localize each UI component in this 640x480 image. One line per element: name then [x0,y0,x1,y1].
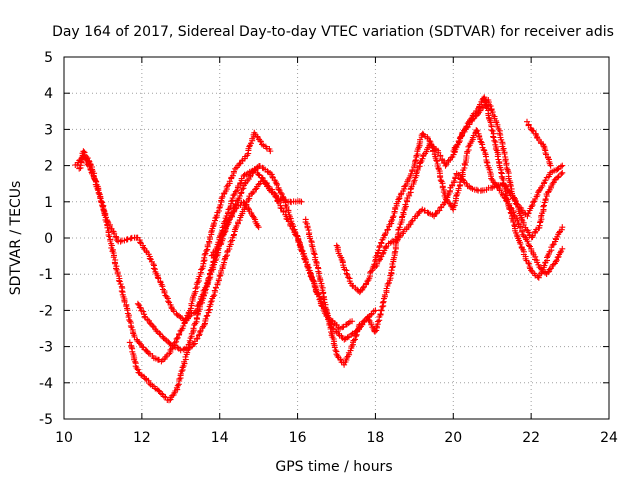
point-markers [333,127,566,296]
series-trace-7 [333,127,566,296]
y-axis-label: SDTVAR / TECUs [8,181,24,296]
x-tick-label: 20 [444,430,462,446]
plot-frame [63,56,610,420]
series-trace-5 [208,199,262,259]
point-markers [76,129,274,365]
x-tick-label: 16 [289,430,307,446]
series-trace-4 [134,177,379,354]
y-tick-label: -2 [39,303,53,319]
series-trace-10 [524,118,554,169]
x-tick-label: 10 [55,430,73,446]
x-tick-label: 14 [211,430,229,446]
chart-title: Day 164 of 2017, Sidereal Day-to-day VTE… [52,24,614,40]
points-layer [72,94,566,404]
y-tick-label: 1 [44,195,53,211]
y-tick-label: 4 [44,86,53,102]
series-trace-8 [371,162,566,271]
series-trace-1 [76,129,274,365]
point-markers [371,162,566,271]
point-markers [302,94,566,368]
x-tick-label: 12 [133,430,151,446]
x-tick-label: 22 [522,430,540,446]
point-markers [524,118,554,169]
point-markers [450,97,566,241]
y-tick-label: -1 [39,267,53,283]
x-axis-label: GPS time / hours [275,459,392,475]
x-tick-label: 18 [367,430,385,446]
y-tick-label: 2 [44,159,53,175]
series-trace-9 [450,97,566,241]
y-tick-label: 3 [44,122,53,138]
series-trace-6 [302,94,566,368]
y-tick-label: -4 [39,376,53,392]
y-tick-label: -5 [39,412,53,428]
y-tick-label: 5 [44,50,53,66]
y-tick-label: -3 [39,340,53,356]
point-markers [208,199,262,259]
x-tick-label: 24 [600,430,618,446]
point-markers [134,177,379,354]
y-tick-label: 0 [44,231,53,247]
